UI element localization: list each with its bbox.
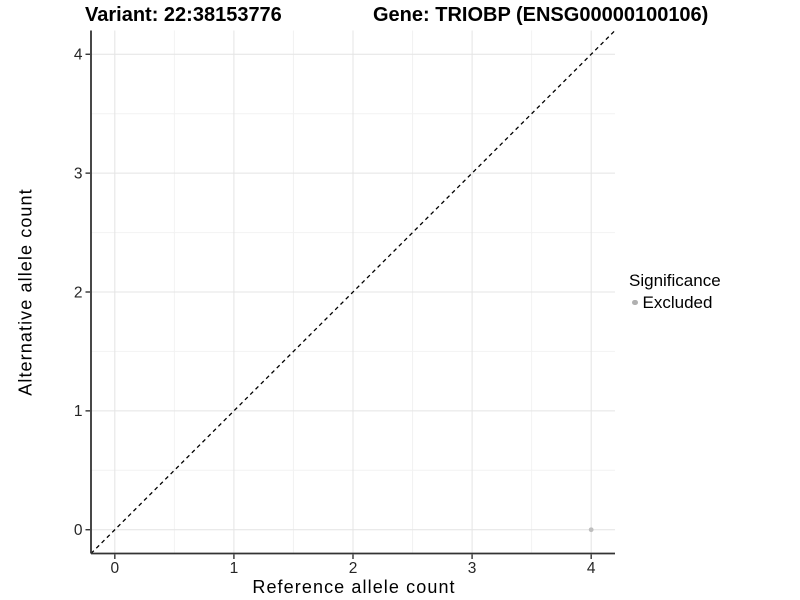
data-point	[588, 527, 594, 533]
y-axis-title: Alternative allele count	[15, 188, 36, 396]
legend-item-excluded: Excluded	[629, 293, 799, 312]
y-tick-label: 4	[74, 47, 83, 64]
x-tick-label: 0	[111, 560, 120, 577]
x-tick-label: 3	[468, 560, 477, 577]
y-tick-label: 2	[74, 284, 83, 301]
legend: Significance Excluded	[629, 271, 799, 312]
x-tick-label: 4	[587, 560, 596, 577]
plot-title-gene: Gene: TRIOBP (ENSG00000100106)	[373, 4, 709, 26]
legend-point-icon	[632, 299, 638, 306]
x-tick-label: 1	[230, 560, 239, 577]
plot-title-variant: Variant: 22:38153776	[85, 4, 282, 26]
y-tick-label: 0	[74, 522, 83, 539]
legend-title: Significance	[629, 271, 721, 290]
legend-item-label: Excluded	[642, 292, 713, 312]
y-tick-label: 1	[74, 403, 83, 420]
x-axis-title: Reference allele count	[252, 577, 456, 597]
x-tick-label: 2	[349, 560, 358, 577]
y-tick-label: 3	[74, 165, 83, 182]
identity-reference-line	[90, 30, 616, 554]
